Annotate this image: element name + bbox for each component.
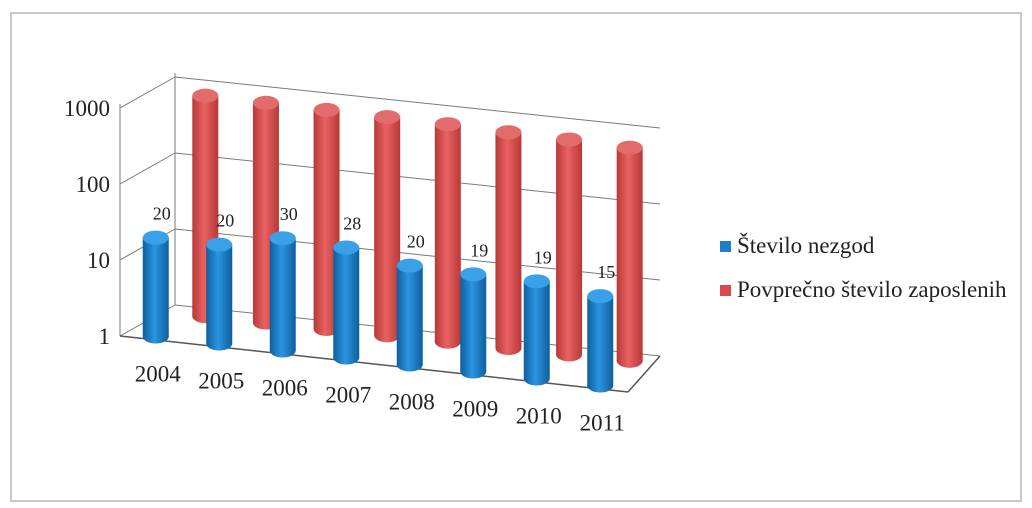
bar-red-base: [374, 328, 401, 343]
bar-red-top: [556, 132, 583, 147]
bar-red: [495, 125, 522, 356]
bar-blue-body: [142, 237, 169, 337]
bar-red: [374, 110, 401, 343]
bar-blue-top: [587, 289, 614, 304]
data-label: 20: [407, 232, 425, 252]
bar-blue-top: [523, 274, 550, 289]
bar-blue: [587, 289, 614, 393]
bar-blue-base: [206, 336, 233, 351]
data-label: 15: [597, 262, 615, 282]
data-label: 20: [216, 211, 234, 231]
bar-red-top: [616, 140, 643, 155]
bar-blue-top: [142, 230, 169, 245]
bar-red-top: [252, 95, 279, 110]
chart-frame: 1 10 100 1000 2004 2005 2006 2007 2008 2009 2010 20…: [10, 12, 1022, 502]
y-tick-label: 100: [76, 172, 111, 197]
bar-red-body: [616, 147, 643, 361]
legend-item-povprecno-stevilo-zaposlenih: Povprečno število zaposlenih: [720, 277, 1007, 303]
bar-blue-base: [333, 350, 360, 365]
x-tick-label: 2008: [389, 390, 435, 415]
bar-blue-top: [460, 267, 487, 282]
bar-blue: [523, 274, 550, 386]
axes-layer: 1 10 100 1000 2004 2005 2006 2007 2008 2009 2010 20…: [64, 73, 661, 436]
bar-red-body: [434, 124, 461, 342]
y-tick-label: 1000: [64, 96, 110, 121]
bar-red-top: [434, 117, 461, 132]
y-tick-label: 10: [87, 248, 110, 273]
bar-blue-body: [269, 238, 296, 351]
bar-blue-top: [206, 237, 233, 252]
bar-red-top: [313, 102, 340, 117]
x-tick-label: 2006: [262, 376, 308, 401]
bar-blue-base: [460, 364, 487, 379]
legend-item-stevilo-nezgod: Število nezgod: [720, 233, 874, 259]
bar-red-base: [616, 353, 643, 368]
bar-blue: [206, 237, 233, 351]
bar-red-base: [556, 347, 583, 362]
legend-label-povprecno-stevilo-zaposlenih: Povprečno število zaposlenih: [737, 277, 1007, 302]
bar-blue-body: [396, 265, 423, 365]
x-tick-label: 2007: [325, 383, 371, 408]
legend-label-stevilo-nezgod: Število nezgod: [737, 233, 875, 258]
side-gridline: [119, 152, 176, 185]
bar-red-body: [495, 132, 522, 349]
chart-plot: 1 10 100 1000 2004 2005 2006 2007 2008 2009 2010 20…: [64, 73, 661, 436]
gridline: [174, 152, 661, 205]
bar-blue-body: [206, 244, 233, 344]
bar-blue-body: [587, 296, 614, 386]
bar-blue-base: [142, 329, 169, 344]
bar-blue-top: [269, 231, 296, 246]
bar-red-base: [313, 321, 340, 336]
bar-red: [434, 117, 461, 349]
x-tick-label: 2005: [198, 369, 244, 394]
bar-blue: [460, 267, 487, 379]
bar-red: [616, 140, 643, 368]
bar-red-top: [495, 125, 522, 140]
bar-blue-base: [523, 371, 550, 386]
gridline: [174, 76, 661, 129]
bar-blue-body: [460, 274, 487, 372]
data-label: 19: [470, 240, 488, 260]
legend-swatch-red: [720, 284, 731, 296]
bar-red-body: [556, 139, 583, 355]
data-label: 30: [280, 204, 298, 224]
y-tick-label: 1: [99, 324, 111, 349]
x-tick-label: 2011: [580, 411, 625, 436]
bar-red-top: [374, 110, 401, 125]
bar-red-base: [495, 341, 522, 356]
bar-blue: [142, 230, 169, 344]
x-tick-label: 2004: [135, 362, 182, 387]
bar-blue-base: [396, 357, 423, 372]
data-label: 20: [153, 204, 171, 224]
series-blue-layer: [142, 230, 614, 393]
data-label: 28: [343, 214, 361, 234]
x-tick-label: 2010: [516, 404, 562, 429]
side-gridline: [119, 76, 176, 109]
bar-blue: [333, 240, 360, 365]
bar-blue-top: [396, 258, 423, 273]
bar-blue-base: [269, 343, 296, 358]
bar-blue-top: [333, 240, 360, 255]
label-layer: 20 20 30 28 20 19 19 15: [153, 204, 616, 282]
floor-edge: [627, 355, 661, 393]
bar-red-top: [192, 88, 219, 103]
bar-red: [252, 95, 279, 330]
legend-swatch-blue: [720, 240, 731, 252]
bar-red: [556, 132, 583, 362]
x-tick-label: 2009: [452, 397, 498, 422]
bar-blue-base: [587, 378, 614, 393]
data-label: 19: [534, 247, 552, 267]
bar-red-base: [434, 334, 461, 349]
bar-blue: [269, 231, 296, 358]
bar-blue-body: [523, 281, 550, 379]
bar-red-body: [374, 117, 401, 336]
bar-blue: [396, 258, 423, 372]
bar-blue-body: [333, 247, 360, 358]
